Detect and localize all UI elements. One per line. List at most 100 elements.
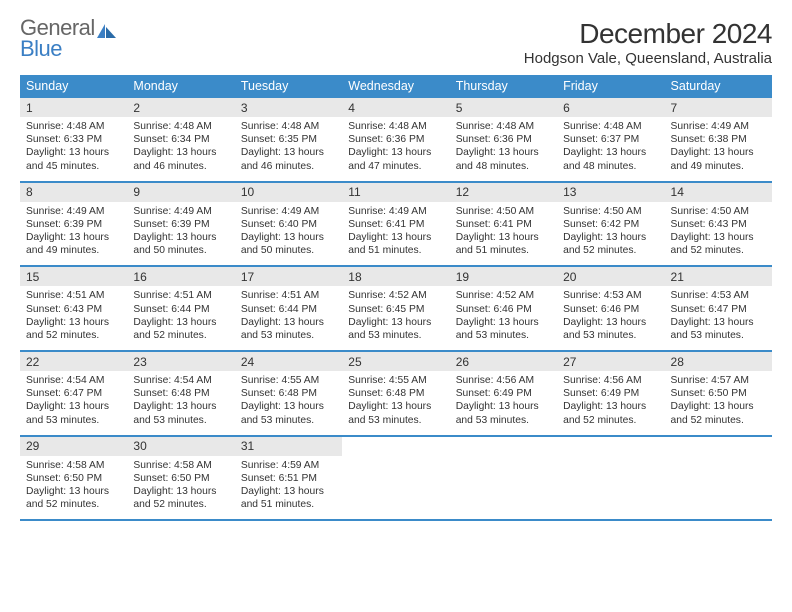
sunset-text: Sunset: 6:48 PM — [133, 387, 228, 400]
day-body: Sunrise: 4:50 AMSunset: 6:41 PMDaylight:… — [450, 202, 557, 266]
day-body: Sunrise: 4:48 AMSunset: 6:36 PMDaylight:… — [342, 117, 449, 181]
day-cell — [342, 437, 449, 520]
daylight-line1: Daylight: 13 hours — [348, 231, 443, 244]
daylight-line2: and 52 minutes. — [563, 244, 658, 257]
day-number: 29 — [20, 437, 127, 456]
day-body: Sunrise: 4:50 AMSunset: 6:42 PMDaylight:… — [557, 202, 664, 266]
daylight-line2: and 52 minutes. — [26, 329, 121, 342]
sunset-text: Sunset: 6:35 PM — [241, 133, 336, 146]
day-number: 13 — [557, 183, 664, 202]
day-body: Sunrise: 4:51 AMSunset: 6:44 PMDaylight:… — [235, 286, 342, 350]
day-cell: 2Sunrise: 4:48 AMSunset: 6:34 PMDaylight… — [127, 98, 234, 181]
sunset-text: Sunset: 6:49 PM — [563, 387, 658, 400]
daylight-line1: Daylight: 13 hours — [133, 231, 228, 244]
day-number: 24 — [235, 352, 342, 371]
day-cell: 1Sunrise: 4:48 AMSunset: 6:33 PMDaylight… — [20, 98, 127, 181]
day-body: Sunrise: 4:50 AMSunset: 6:43 PMDaylight:… — [665, 202, 772, 266]
daylight-line2: and 53 minutes. — [348, 329, 443, 342]
daylight-line2: and 48 minutes. — [563, 160, 658, 173]
sunrise-text: Sunrise: 4:49 AM — [241, 205, 336, 218]
daylight-line1: Daylight: 13 hours — [563, 146, 658, 159]
location-label: Hodgson Vale, Queensland, Australia — [524, 50, 772, 67]
sunrise-text: Sunrise: 4:48 AM — [133, 120, 228, 133]
sunset-text: Sunset: 6:49 PM — [456, 387, 551, 400]
daylight-line1: Daylight: 13 hours — [671, 400, 766, 413]
daylight-line2: and 53 minutes. — [671, 329, 766, 342]
title-block: December 2024 Hodgson Vale, Queensland, … — [524, 18, 772, 67]
daylight-line1: Daylight: 13 hours — [26, 485, 121, 498]
day-cell: 17Sunrise: 4:51 AMSunset: 6:44 PMDayligh… — [235, 267, 342, 350]
day-body: Sunrise: 4:55 AMSunset: 6:48 PMDaylight:… — [235, 371, 342, 435]
day-body: Sunrise: 4:48 AMSunset: 6:34 PMDaylight:… — [127, 117, 234, 181]
sunset-text: Sunset: 6:44 PM — [241, 303, 336, 316]
day-number: 15 — [20, 267, 127, 286]
month-title: December 2024 — [524, 18, 772, 50]
week-row: 22Sunrise: 4:54 AMSunset: 6:47 PMDayligh… — [20, 352, 772, 437]
sunset-text: Sunset: 6:47 PM — [26, 387, 121, 400]
day-cell: 11Sunrise: 4:49 AMSunset: 6:41 PMDayligh… — [342, 183, 449, 266]
daylight-line1: Daylight: 13 hours — [671, 146, 766, 159]
sunset-text: Sunset: 6:51 PM — [241, 472, 336, 485]
day-body: Sunrise: 4:48 AMSunset: 6:33 PMDaylight:… — [20, 117, 127, 181]
sunset-text: Sunset: 6:48 PM — [348, 387, 443, 400]
day-cell: 3Sunrise: 4:48 AMSunset: 6:35 PMDaylight… — [235, 98, 342, 181]
day-number: 20 — [557, 267, 664, 286]
day-body: Sunrise: 4:51 AMSunset: 6:43 PMDaylight:… — [20, 286, 127, 350]
daylight-line1: Daylight: 13 hours — [456, 316, 551, 329]
daylight-line2: and 46 minutes. — [133, 160, 228, 173]
day-cell: 14Sunrise: 4:50 AMSunset: 6:43 PMDayligh… — [665, 183, 772, 266]
day-cell: 30Sunrise: 4:58 AMSunset: 6:50 PMDayligh… — [127, 437, 234, 520]
sunrise-text: Sunrise: 4:49 AM — [26, 205, 121, 218]
daylight-line2: and 53 minutes. — [26, 414, 121, 427]
weekday-header: Monday — [127, 75, 234, 98]
daylight-line2: and 53 minutes. — [456, 329, 551, 342]
daylight-line1: Daylight: 13 hours — [133, 146, 228, 159]
sunset-text: Sunset: 6:45 PM — [348, 303, 443, 316]
day-body: Sunrise: 4:48 AMSunset: 6:35 PMDaylight:… — [235, 117, 342, 181]
day-number: 23 — [127, 352, 234, 371]
sunrise-text: Sunrise: 4:51 AM — [133, 289, 228, 302]
sunrise-text: Sunrise: 4:52 AM — [456, 289, 551, 302]
daylight-line2: and 49 minutes. — [671, 160, 766, 173]
sunset-text: Sunset: 6:33 PM — [26, 133, 121, 146]
day-cell: 21Sunrise: 4:53 AMSunset: 6:47 PMDayligh… — [665, 267, 772, 350]
day-number: 3 — [235, 98, 342, 117]
day-number: 6 — [557, 98, 664, 117]
day-body: Sunrise: 4:49 AMSunset: 6:38 PMDaylight:… — [665, 117, 772, 181]
day-number: 28 — [665, 352, 772, 371]
daylight-line2: and 52 minutes. — [133, 498, 228, 511]
sunset-text: Sunset: 6:37 PM — [563, 133, 658, 146]
day-cell: 27Sunrise: 4:56 AMSunset: 6:49 PMDayligh… — [557, 352, 664, 435]
day-body: Sunrise: 4:59 AMSunset: 6:51 PMDaylight:… — [235, 456, 342, 520]
sunrise-text: Sunrise: 4:57 AM — [671, 374, 766, 387]
day-cell: 19Sunrise: 4:52 AMSunset: 6:46 PMDayligh… — [450, 267, 557, 350]
daylight-line1: Daylight: 13 hours — [671, 231, 766, 244]
sunrise-text: Sunrise: 4:56 AM — [456, 374, 551, 387]
sunrise-text: Sunrise: 4:48 AM — [456, 120, 551, 133]
weekday-header: Wednesday — [342, 75, 449, 98]
daylight-line2: and 48 minutes. — [456, 160, 551, 173]
sunset-text: Sunset: 6:38 PM — [671, 133, 766, 146]
day-number: 22 — [20, 352, 127, 371]
day-cell — [450, 437, 557, 520]
daylight-line1: Daylight: 13 hours — [241, 400, 336, 413]
day-cell: 7Sunrise: 4:49 AMSunset: 6:38 PMDaylight… — [665, 98, 772, 181]
daylight-line1: Daylight: 13 hours — [671, 316, 766, 329]
day-body: Sunrise: 4:54 AMSunset: 6:47 PMDaylight:… — [20, 371, 127, 435]
day-cell: 26Sunrise: 4:56 AMSunset: 6:49 PMDayligh… — [450, 352, 557, 435]
day-body: Sunrise: 4:51 AMSunset: 6:44 PMDaylight:… — [127, 286, 234, 350]
daylight-line1: Daylight: 13 hours — [26, 146, 121, 159]
daylight-line2: and 53 minutes. — [563, 329, 658, 342]
day-cell: 31Sunrise: 4:59 AMSunset: 6:51 PMDayligh… — [235, 437, 342, 520]
sunset-text: Sunset: 6:39 PM — [26, 218, 121, 231]
day-cell: 29Sunrise: 4:58 AMSunset: 6:50 PMDayligh… — [20, 437, 127, 520]
sunset-text: Sunset: 6:44 PM — [133, 303, 228, 316]
sunset-text: Sunset: 6:41 PM — [456, 218, 551, 231]
sunrise-text: Sunrise: 4:53 AM — [563, 289, 658, 302]
sunset-text: Sunset: 6:40 PM — [241, 218, 336, 231]
daylight-line1: Daylight: 13 hours — [133, 400, 228, 413]
daylight-line1: Daylight: 13 hours — [563, 400, 658, 413]
day-cell: 10Sunrise: 4:49 AMSunset: 6:40 PMDayligh… — [235, 183, 342, 266]
day-body: Sunrise: 4:49 AMSunset: 6:41 PMDaylight:… — [342, 202, 449, 266]
daylight-line2: and 52 minutes. — [563, 414, 658, 427]
